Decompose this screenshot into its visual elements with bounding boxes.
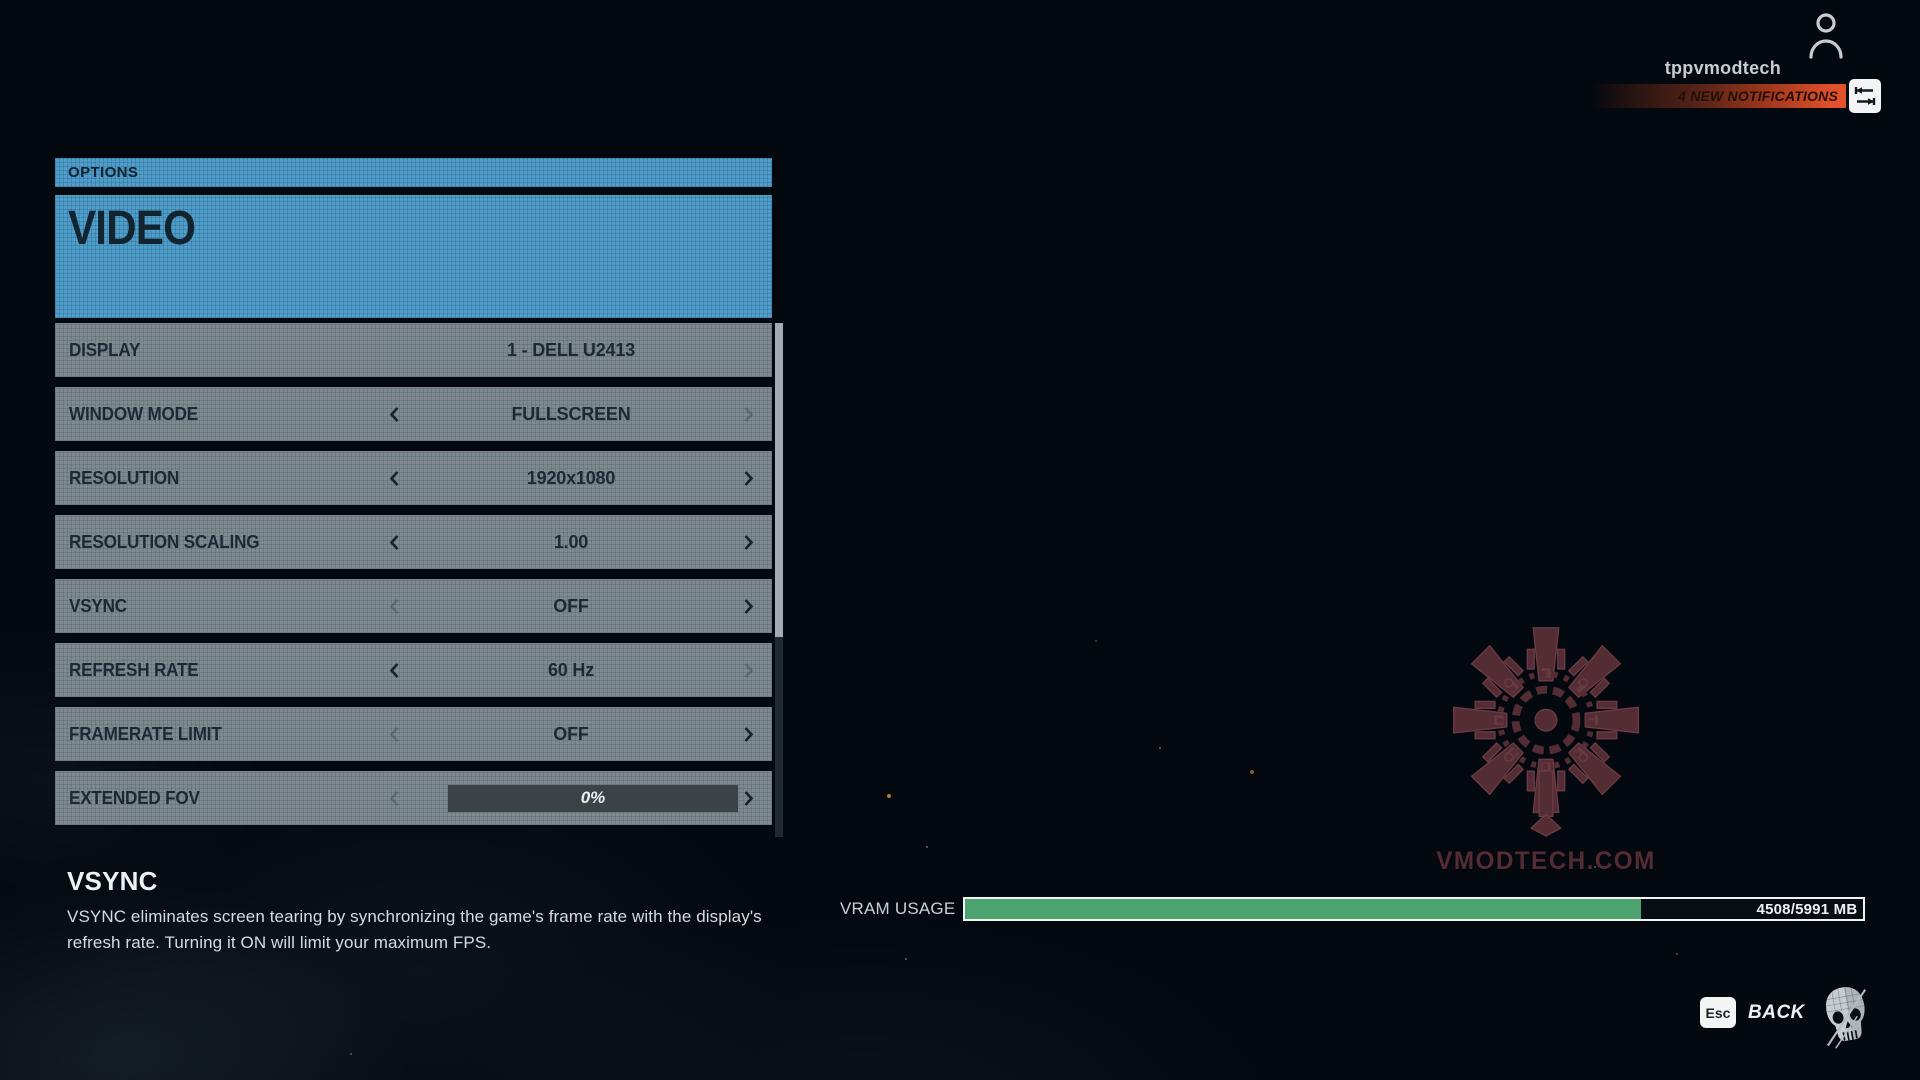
back-button[interactable]: BACK — [1748, 1002, 1805, 1023]
setting-description-title: VSYNC — [67, 866, 158, 896]
chevron-left-icon[interactable] — [384, 406, 404, 423]
settings-row-window-mode[interactable]: WINDOW MODE FULLSCREEN — [55, 387, 772, 441]
row-label: REFRESH RATE — [69, 659, 199, 680]
row-label: RESOLUTION — [69, 467, 180, 488]
vram-usage-label: VRAM USAGE — [840, 899, 956, 918]
row-label: EXTENDED FOV — [69, 787, 200, 808]
username-label: tppvmodtech — [1664, 58, 1781, 78]
vmodtech-label: VMODTECH.COM — [1436, 847, 1656, 875]
setting-description: VSYNC VSYNC eliminates screen tearing by… — [67, 866, 767, 957]
settings-row-resolution[interactable]: RESOLUTION 1920x1080 — [55, 451, 772, 505]
dedsec-skull-icon — [1817, 980, 1878, 1055]
settings-row-extended-fov[interactable]: EXTENDED FOV 0% — [55, 771, 772, 825]
chevron-right-icon[interactable] — [738, 534, 758, 551]
row-value: FULLSCREEN — [511, 403, 631, 424]
profile-icon[interactable] — [1806, 12, 1846, 67]
chevron-left-icon[interactable] — [384, 470, 404, 487]
vram-usage-bar: 4508/5991 MB — [963, 897, 1866, 921]
row-label: WINDOW MODE — [69, 403, 198, 424]
chevron-left-icon[interactable] — [384, 662, 404, 679]
chevron-right-icon[interactable] — [738, 790, 758, 807]
row-value: 1920x1080 — [526, 467, 616, 488]
page-title: VIDEO — [68, 202, 196, 255]
vram-usage-value: 4508/5991 MB — [1756, 900, 1858, 918]
row-label: FRAMERATE LIMIT — [69, 723, 222, 744]
chevron-right-icon[interactable] — [738, 726, 758, 743]
row-value: OFF — [553, 723, 589, 744]
chevron-right-icon — [738, 662, 758, 679]
video-options-panel: OPTIONS VIDEO DISPLAY 1 - DELL U2413 WINDO… — [55, 158, 772, 835]
settings-scrollbar[interactable] — [775, 323, 783, 837]
settings-row-resolution-scaling[interactable]: RESOLUTION SCALING 1.00 — [55, 515, 772, 569]
row-value: 1 - DELL U2413 — [507, 339, 635, 360]
chevron-left-icon — [384, 790, 404, 807]
slider-value: 0% — [580, 788, 606, 807]
notifications-banner[interactable]: 4 NEW NOTIFICATIONS — [1592, 84, 1846, 108]
chevron-right-icon — [738, 406, 758, 423]
settings-row-vsync[interactable]: VSYNC OFF — [55, 579, 772, 633]
dust-particles — [0, 0, 2, 2]
row-label: DISPLAY — [69, 339, 141, 360]
settings-row-refresh-rate[interactable]: REFRESH RATE 60 Hz — [55, 643, 772, 697]
row-value: 60 Hz — [547, 659, 595, 680]
settings-row-display[interactable]: DISPLAY 1 - DELL U2413 — [55, 323, 772, 377]
chevron-left-icon — [384, 598, 404, 615]
options-header-bar: OPTIONS — [55, 158, 772, 187]
extended-fov-slider[interactable]: 0% — [448, 784, 738, 812]
settings-list: DISPLAY 1 - DELL U2413 WINDOW MODE FULLSCRE… — [55, 323, 772, 825]
toggle-hud-key-icon[interactable] — [1849, 79, 1881, 113]
vram-usage-fill — [965, 899, 1641, 919]
section-title-box: VIDEO — [55, 195, 772, 318]
vmodtech-emblem — [1452, 627, 1640, 837]
options-header-label: OPTIONS — [68, 164, 139, 181]
scrollbar-thumb[interactable] — [775, 323, 783, 637]
row-value: 1.00 — [553, 531, 589, 552]
row-value: OFF — [553, 595, 589, 616]
setting-description-body: VSYNC eliminates screen tearing by synch… — [67, 907, 762, 953]
chevron-right-icon[interactable] — [738, 470, 758, 487]
esc-key-icon[interactable]: Esc — [1700, 997, 1736, 1028]
vmodtech-watermark: VMODTECH.COM — [1430, 610, 1662, 876]
settings-row-framerate-limit[interactable]: FRAMERATE LIMIT OFF — [55, 707, 772, 761]
notifications-label: 4 NEW NOTIFICATIONS — [1678, 88, 1838, 104]
row-label: VSYNC — [69, 595, 127, 616]
chevron-right-icon[interactable] — [738, 598, 758, 615]
chevron-left-icon[interactable] — [384, 534, 404, 551]
chevron-left-icon — [384, 726, 404, 743]
row-label: RESOLUTION SCALING — [69, 531, 260, 552]
vram-usage: VRAM USAGE 4508/5991 MB — [840, 897, 1866, 921]
